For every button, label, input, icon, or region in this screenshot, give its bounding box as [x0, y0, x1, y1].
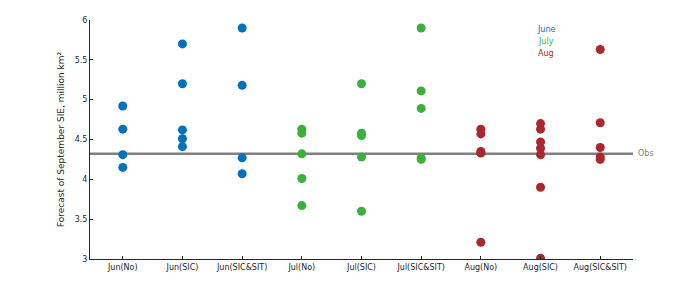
- svg-text:Aug(No): Aug(No): [464, 263, 497, 272]
- svg-text:Aug(SIC): Aug(SIC): [523, 263, 558, 272]
- svg-text:Jun(No): Jun(No): [107, 263, 138, 272]
- svg-text:3.5: 3.5: [75, 215, 88, 224]
- svg-text:Aug: Aug: [538, 49, 554, 58]
- svg-text:4.5: 4.5: [75, 135, 88, 144]
- svg-text:Jun(SIC&SIT): Jun(SIC&SIT): [216, 263, 267, 272]
- svg-text:Forecast of September SIE, mil: Forecast of September SIE, million km²: [56, 51, 66, 227]
- svg-text:Jul(SIC): Jul(SIC): [346, 263, 376, 272]
- svg-text:Obs: Obs: [638, 149, 654, 158]
- svg-text:3: 3: [82, 255, 87, 264]
- svg-text:Aug(SIC&SIT): Aug(SIC&SIT): [574, 263, 627, 272]
- svg-text:Jul(SIC&SIT): Jul(SIC&SIT): [396, 263, 444, 272]
- svg-text:June: June: [537, 25, 556, 34]
- svg-text:4: 4: [82, 175, 87, 184]
- svg-text:July: July: [538, 37, 554, 46]
- svg-text:5: 5: [82, 95, 87, 104]
- svg-text:Jul(No): Jul(No): [287, 263, 315, 272]
- svg-text:6: 6: [82, 16, 87, 25]
- svg-text:Jun(SIC): Jun(SIC): [166, 263, 199, 272]
- svg-text:5.5: 5.5: [75, 56, 88, 65]
